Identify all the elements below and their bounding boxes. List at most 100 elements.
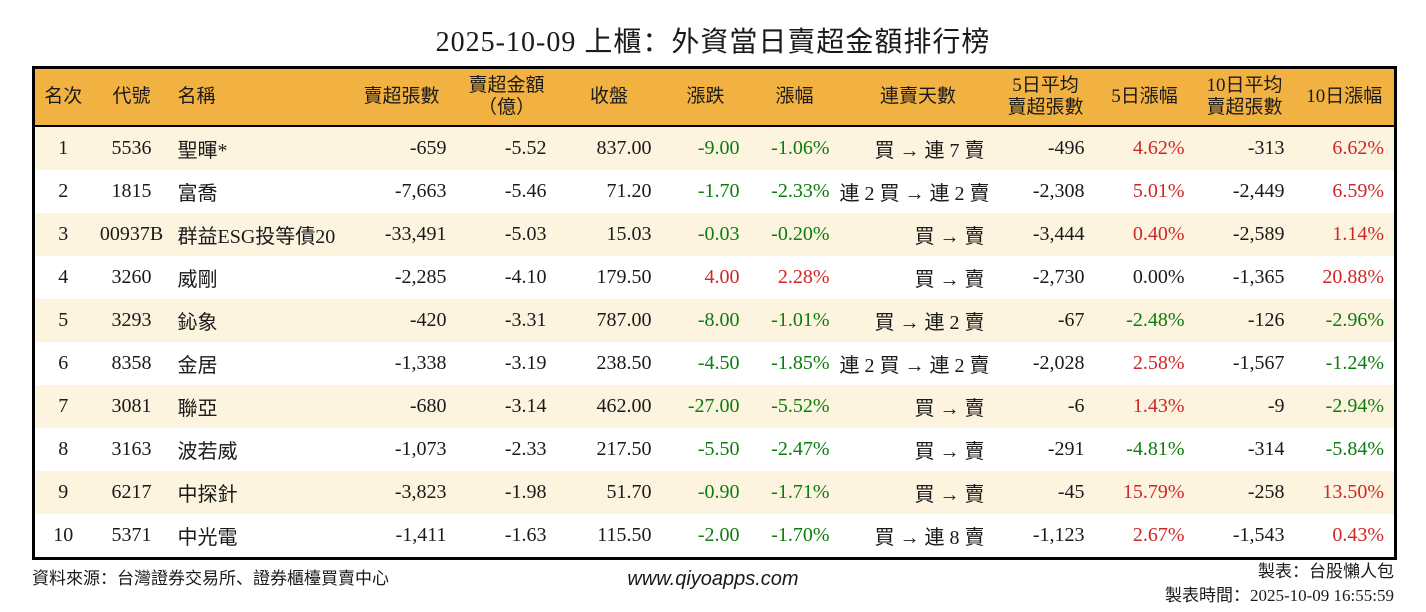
cell-sell_amount: -1.63 xyxy=(504,524,547,546)
cell-rank: 6 xyxy=(58,352,69,374)
cell-avg10: -1,365 xyxy=(1232,266,1285,288)
cell-name: 中探針 xyxy=(177,484,238,506)
cell-change_pct: -1.01% xyxy=(771,309,830,331)
cell-avg10: -313 xyxy=(1247,137,1285,159)
cell-sell_amount: -3.14 xyxy=(504,395,547,417)
cell-name: 群益ESG投等債20 xyxy=(177,226,336,248)
col-header-pct10: 10日漲幅 xyxy=(1294,67,1396,127)
cell-pct10: -1.24% xyxy=(1325,352,1384,374)
col-header-change_pct: 漲幅 xyxy=(749,67,840,127)
cell-avg10: -2,449 xyxy=(1232,180,1285,202)
cell-code: 5371 xyxy=(111,524,152,546)
cell-avg5: -291 xyxy=(1047,438,1085,460)
cell-sell_shares: -33,491 xyxy=(384,223,447,245)
table-row: 4 3260 威剛 -2,285 -4.10 179.50 4.00 2.28% 買 → 賣 -2… xyxy=(33,256,1396,299)
col-header-sell_shares: 賣超張數 xyxy=(346,67,457,127)
cell-avg5: -2,730 xyxy=(1032,266,1085,288)
cell-streak: 連 2 買 → 連 2 賣 xyxy=(839,183,990,205)
cell-close: 238.50 xyxy=(596,352,652,374)
cell-rank: 4 xyxy=(58,266,69,288)
cell-avg5: -67 xyxy=(1057,309,1085,331)
cell-avg10: -2,589 xyxy=(1232,223,1285,245)
cell-avg10: -1,543 xyxy=(1232,524,1285,546)
cell-streak: 買 → 賣 xyxy=(914,484,985,506)
cell-code: 00937B xyxy=(99,223,164,245)
cell-pct10: 20.88% xyxy=(1322,266,1384,288)
cell-sell_shares: -7,663 xyxy=(394,180,447,202)
col-header-avg5: 5日平均 賣超張數 xyxy=(996,67,1095,127)
cell-name: 鈊象 xyxy=(177,312,218,334)
ranking-table-wrap: 名次 代號 名稱 賣超張數 賣超金額 （億） 收盤 漲跌 漲幅 連賣天數 5日平均 賣超張數 5日漲… xyxy=(32,66,1397,560)
col-header-close: 收盤 xyxy=(556,67,662,127)
cell-code: 1815 xyxy=(111,180,152,202)
cell-code: 6217 xyxy=(111,481,152,503)
cell-change_pct: 2.28% xyxy=(777,266,830,288)
col-header-pct5: 5日漲幅 xyxy=(1094,67,1195,127)
cell-change_pct: -1.71% xyxy=(771,481,830,503)
cell-sell_amount: -5.46 xyxy=(504,180,547,202)
cell-streak: 買 → 賣 xyxy=(914,398,985,420)
cell-code: 5536 xyxy=(111,137,152,159)
cell-close: 217.50 xyxy=(596,438,652,460)
cell-streak: 連 2 買 → 連 2 賣 xyxy=(839,355,990,377)
cell-rank: 2 xyxy=(58,180,69,202)
cell-code: 3163 xyxy=(111,438,152,460)
table-row: 8 3163 波若威 -1,073 -2.33 217.50 -5.50 -2.47% 買 → … xyxy=(33,428,1396,471)
cell-pct5: 0.40% xyxy=(1132,223,1185,245)
cell-pct10: 6.62% xyxy=(1332,137,1384,159)
cell-streak: 買 → 賣 xyxy=(914,441,985,463)
cell-change: -2.00 xyxy=(697,524,740,546)
cell-close: 787.00 xyxy=(596,309,652,331)
cell-rank: 8 xyxy=(58,438,69,460)
cell-close: 837.00 xyxy=(596,137,652,159)
cell-pct10: 0.43% xyxy=(1332,524,1384,546)
cell-sell_amount: -1.98 xyxy=(504,481,547,503)
page-title: 2025-10-09 上櫃：外資當日賣超金額排行榜 xyxy=(435,27,991,58)
cell-close: 71.20 xyxy=(606,180,652,202)
cell-name: 中光電 xyxy=(177,527,238,549)
cell-change: -0.90 xyxy=(697,481,740,503)
table-body: 1 5536 聖暉* -659 -5.52 837.00 -9.00 -1.06% 買 → 連 … xyxy=(33,126,1396,559)
cell-sell_amount: -5.03 xyxy=(504,223,547,245)
cell-rank: 3 xyxy=(58,223,69,245)
cell-pct10: -2.96% xyxy=(1325,309,1384,331)
cell-sell_shares: -3,823 xyxy=(394,481,447,503)
ranking-table: 名次 代號 名稱 賣超張數 賣超金額 （億） 收盤 漲跌 漲幅 連賣天數 5日平均 賣超張數 5日漲… xyxy=(32,66,1397,560)
cell-sell_shares: -680 xyxy=(409,395,447,417)
table-row: 7 3081 聯亞 -680 -3.14 462.00 -27.00 -5.52% 買 → 賣 -… xyxy=(33,385,1396,428)
cell-change: -1.70 xyxy=(697,180,740,202)
cell-avg10: -258 xyxy=(1247,481,1285,503)
data-source-note: 資料來源：台灣證券交易所、證券櫃檯買賣中心 xyxy=(32,569,389,588)
cell-sell_shares: -1,338 xyxy=(394,352,447,374)
cell-avg10: -314 xyxy=(1247,438,1285,460)
cell-change_pct: -1.06% xyxy=(771,137,830,159)
col-header-code: 代號 xyxy=(91,67,172,127)
website-url: www.qiyoapps.com xyxy=(627,568,799,590)
col-header-rank: 名次 xyxy=(33,67,92,127)
cell-change_pct: -2.33% xyxy=(771,180,830,202)
cell-sell_shares: -1,411 xyxy=(395,524,447,546)
cell-avg5: -2,308 xyxy=(1032,180,1085,202)
cell-rank: 10 xyxy=(53,524,74,546)
cell-avg10: -9 xyxy=(1267,395,1285,417)
cell-close: 15.03 xyxy=(606,223,652,245)
cell-sell_amount: -5.52 xyxy=(504,137,547,159)
cell-pct10: 13.50% xyxy=(1322,481,1384,503)
cell-sell_shares: -2,285 xyxy=(394,266,447,288)
table-row: 2 1815 富喬 -7,663 -5.46 71.20 -1.70 -2.33% 連 2 買 … xyxy=(33,170,1396,213)
cell-pct5: -2.48% xyxy=(1126,309,1185,331)
cell-pct5: 1.43% xyxy=(1132,395,1185,417)
cell-pct5: 4.62% xyxy=(1132,137,1185,159)
cell-close: 462.00 xyxy=(596,395,652,417)
cell-streak: 買 → 連 2 賣 xyxy=(874,312,985,334)
cell-streak: 買 → 賣 xyxy=(914,226,985,248)
cell-name: 威剛 xyxy=(177,269,218,291)
cell-streak: 買 → 連 7 賣 xyxy=(874,140,985,162)
cell-pct5: 0.00% xyxy=(1132,266,1185,288)
table-row: 5 3293 鈊象 -420 -3.31 787.00 -8.00 -1.01% 買 → 連 2… xyxy=(33,299,1396,342)
cell-change: -9.00 xyxy=(697,137,740,159)
cell-pct5: 2.58% xyxy=(1132,352,1185,374)
cell-sell_shares: -420 xyxy=(409,309,447,331)
cell-change_pct: -2.47% xyxy=(771,438,830,460)
